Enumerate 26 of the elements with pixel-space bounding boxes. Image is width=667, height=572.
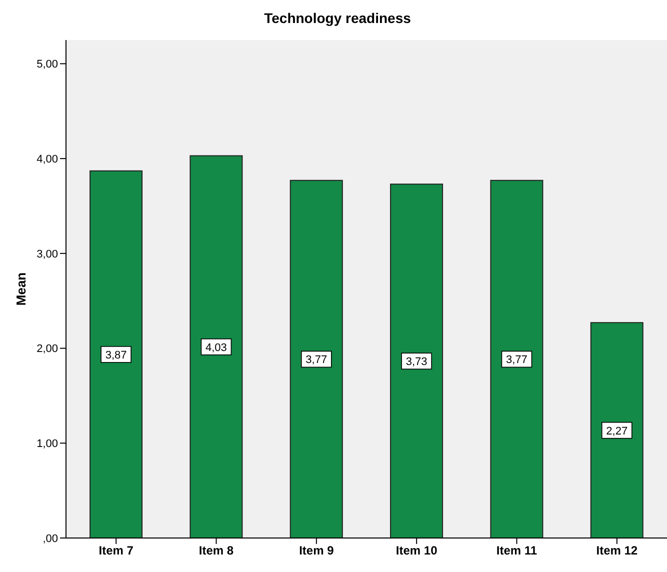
- bar: [490, 180, 544, 538]
- bar: [590, 322, 644, 538]
- bar: [90, 170, 143, 538]
- y-tick-label: 5,00: [36, 58, 58, 71]
- y-tick-label: ,00: [42, 532, 58, 545]
- data-label: 4,03: [205, 342, 227, 354]
- x-tick-label: Item 8: [198, 544, 234, 558]
- y-tick-label: 2,00: [36, 343, 58, 356]
- x-tick-label: Item 11: [496, 544, 538, 558]
- data-label: 2,27: [606, 425, 628, 438]
- y-axis-title: Mean: [13, 272, 28, 306]
- data-label: 3,87: [105, 349, 127, 362]
- data-label: 3,73: [406, 356, 428, 368]
- bar: [390, 184, 444, 538]
- bar: [290, 180, 343, 538]
- x-tick-label: Item 10: [396, 544, 438, 558]
- y-tick-label: 1,00: [36, 438, 58, 450]
- bar: [190, 155, 243, 538]
- x-tick-label: Item 7: [98, 544, 134, 558]
- x-tick-label: Item 9: [299, 544, 334, 558]
- x-tick-label: Item 12: [596, 544, 638, 558]
- data-label: 3,77: [306, 354, 328, 366]
- chart-title: Technology readiness: [263, 9, 412, 28]
- y-tick-label: 4,00: [36, 153, 58, 166]
- y-tick-label: 3,00: [36, 248, 58, 260]
- data-label: 3,77: [506, 354, 528, 366]
